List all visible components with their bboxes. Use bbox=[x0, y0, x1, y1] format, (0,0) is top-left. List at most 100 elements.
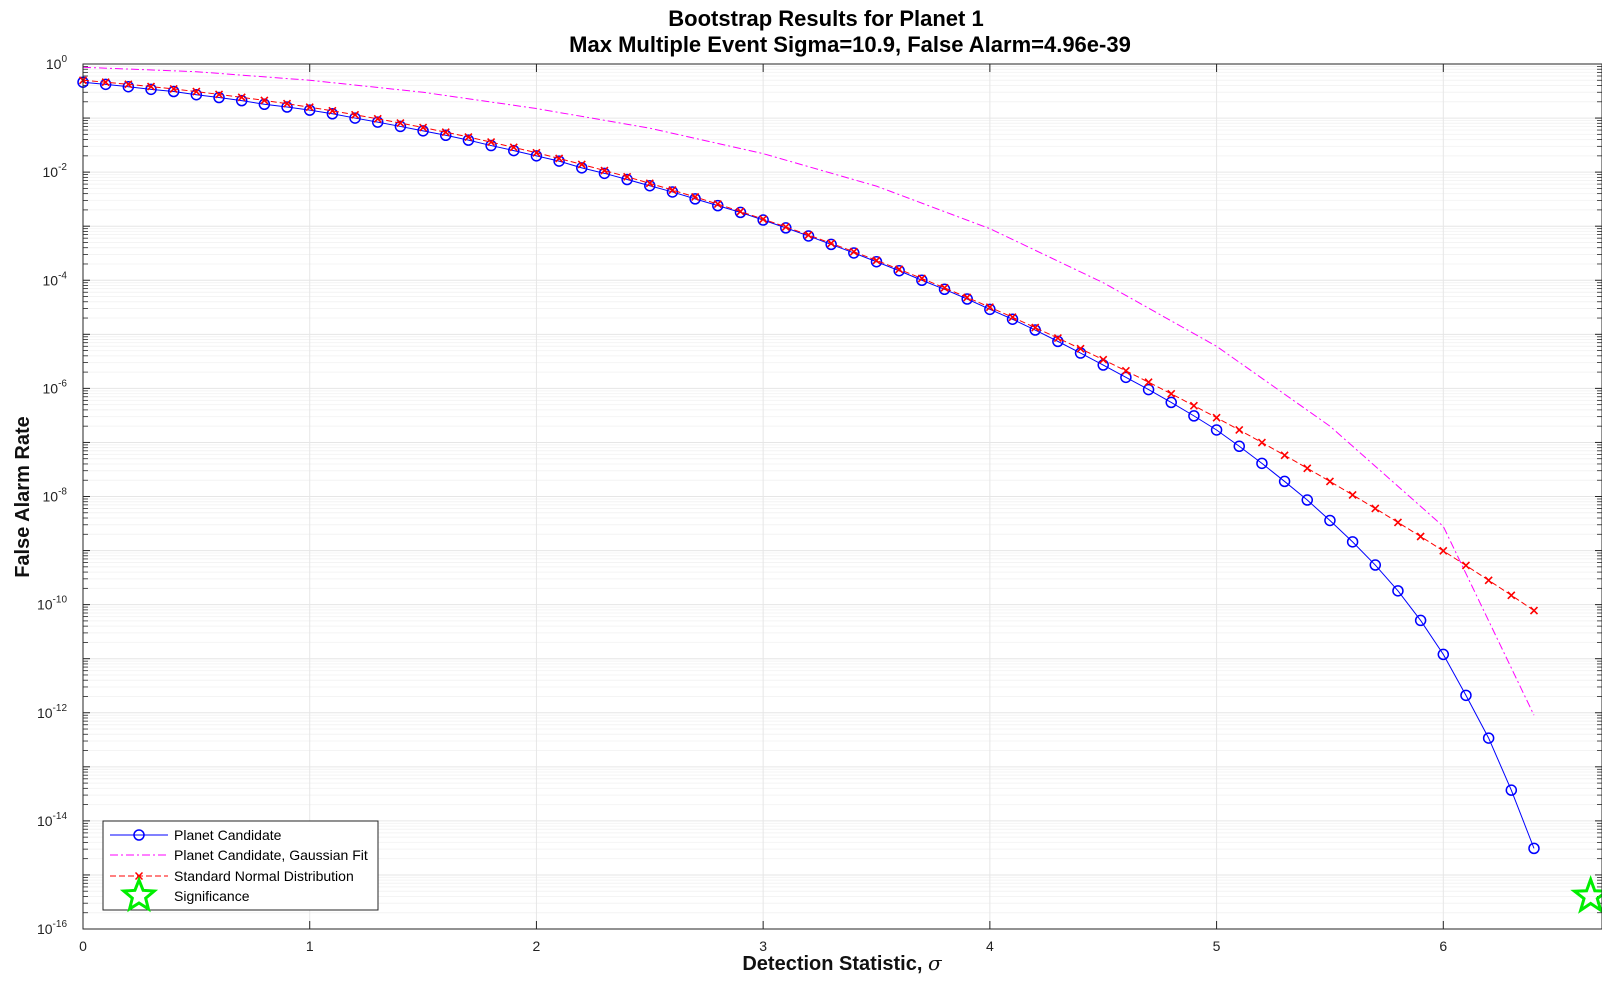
y-tick-label: 10-6 bbox=[43, 378, 68, 396]
data-point bbox=[577, 160, 586, 169]
data-point bbox=[371, 116, 384, 128]
y-tick-label: 10-4 bbox=[43, 270, 68, 288]
data-point bbox=[917, 274, 926, 283]
data-point bbox=[485, 139, 497, 152]
data-point bbox=[555, 154, 564, 163]
data-point bbox=[916, 274, 928, 286]
data-point bbox=[1280, 451, 1289, 460]
data-point bbox=[326, 108, 339, 120]
data-point bbox=[759, 215, 768, 224]
data-point bbox=[893, 264, 905, 277]
data-point bbox=[1416, 532, 1425, 541]
data-point bbox=[328, 106, 337, 115]
data-point bbox=[1076, 344, 1085, 353]
data-point bbox=[1053, 333, 1062, 343]
data-point bbox=[1371, 504, 1380, 513]
data-point bbox=[984, 303, 996, 316]
data-point bbox=[553, 155, 565, 167]
data-point bbox=[282, 99, 292, 108]
data-point bbox=[146, 82, 156, 91]
data-point bbox=[849, 247, 858, 256]
data-point bbox=[396, 119, 405, 128]
legend-label-significance: Significance bbox=[174, 888, 250, 904]
data-point bbox=[1301, 494, 1314, 506]
data-point bbox=[804, 230, 813, 240]
data-point bbox=[101, 78, 110, 87]
data-point bbox=[439, 129, 452, 142]
data-point bbox=[963, 293, 972, 302]
y-tick-label: 10-8 bbox=[43, 487, 68, 505]
data-point bbox=[394, 120, 407, 133]
data-point bbox=[621, 173, 633, 186]
data-point bbox=[350, 110, 360, 119]
data-point bbox=[305, 103, 314, 112]
data-point bbox=[532, 148, 541, 157]
data-point bbox=[848, 247, 860, 259]
data-point bbox=[167, 85, 180, 98]
data-point bbox=[598, 167, 611, 180]
data-point bbox=[349, 112, 361, 124]
data-point bbox=[1142, 383, 1155, 396]
x-tick-label: 6 bbox=[1439, 938, 1447, 954]
data-point bbox=[1324, 514, 1336, 527]
legend-box bbox=[102, 820, 379, 911]
data-point bbox=[1460, 689, 1472, 702]
data-point bbox=[1235, 425, 1244, 435]
data-point bbox=[1233, 440, 1246, 453]
data-point bbox=[122, 80, 135, 93]
data-point bbox=[1256, 457, 1268, 470]
data-point bbox=[192, 87, 201, 96]
data-point bbox=[1392, 585, 1404, 597]
data-point bbox=[1052, 335, 1064, 348]
y-axis-ticks: 100 10-2 10-4 10-6 10-8 10-10 10-12 10-14 10-16 bbox=[37, 54, 1602, 937]
data-point bbox=[825, 238, 837, 251]
data-point bbox=[691, 192, 700, 202]
data-point bbox=[1257, 438, 1266, 447]
series-layer bbox=[77, 66, 1602, 914]
data-point bbox=[417, 125, 429, 137]
data-point bbox=[1144, 378, 1153, 387]
data-point bbox=[237, 93, 246, 102]
data-point bbox=[872, 256, 881, 265]
data-point bbox=[281, 101, 293, 113]
y-tick-label: 100 bbox=[46, 54, 68, 72]
data-point bbox=[1325, 477, 1335, 486]
data-point bbox=[644, 179, 656, 192]
y-tick-label: 10-14 bbox=[37, 811, 67, 829]
data-point bbox=[235, 94, 248, 107]
data-point bbox=[938, 283, 951, 296]
data-point bbox=[870, 255, 883, 268]
data-point bbox=[124, 80, 133, 89]
data-point bbox=[1348, 490, 1357, 499]
data-point bbox=[487, 138, 496, 147]
legend-label-planet-candidate: Planet Candidate bbox=[174, 827, 282, 843]
data-point bbox=[1120, 371, 1132, 384]
data-point bbox=[736, 207, 745, 216]
chart-title: Bootstrap Results for Planet 1 bbox=[668, 6, 983, 31]
significance-star bbox=[1570, 875, 1602, 914]
data-point bbox=[780, 222, 792, 234]
data-point bbox=[781, 222, 790, 231]
data-point bbox=[1165, 396, 1177, 409]
data-point bbox=[1278, 475, 1291, 488]
legend-marker-planet-candidate bbox=[133, 829, 145, 841]
legend: Planet Candidate Planet Candidate, Gauss… bbox=[102, 820, 379, 913]
data-point bbox=[260, 96, 269, 105]
data-point bbox=[509, 143, 518, 152]
y-axis-label: False Alarm Rate bbox=[12, 416, 34, 578]
y-tick-label: 10-2 bbox=[43, 162, 68, 180]
y-tick-label: 10-12 bbox=[37, 703, 67, 721]
data-point bbox=[623, 172, 632, 181]
data-point bbox=[1529, 606, 1539, 615]
data-point bbox=[961, 293, 973, 305]
data-point bbox=[985, 303, 994, 312]
series-3 bbox=[1570, 875, 1602, 914]
data-point bbox=[419, 123, 428, 132]
data-point bbox=[668, 185, 677, 195]
data-point bbox=[214, 90, 224, 99]
data-point bbox=[1369, 559, 1382, 571]
data-point bbox=[576, 162, 588, 174]
x-axis-ticks: 0 1 2 3 4 5 6 bbox=[79, 64, 1447, 954]
series-1 bbox=[82, 66, 1535, 716]
